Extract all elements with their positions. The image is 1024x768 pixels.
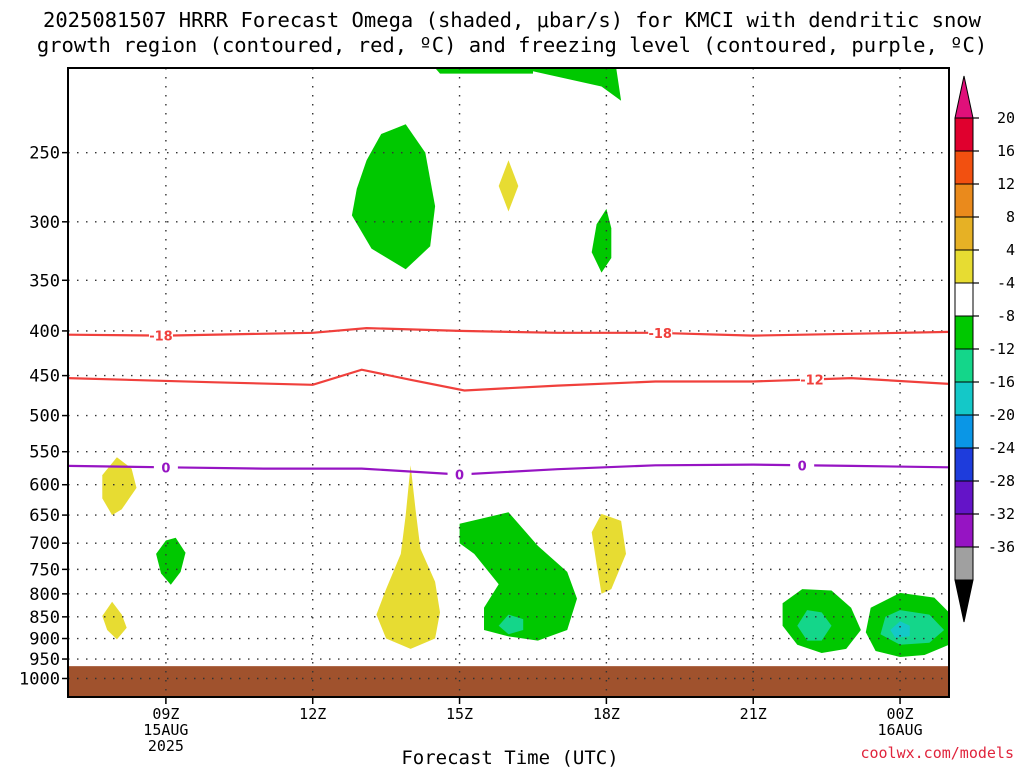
colorbar-segment-13 — [954, 546, 974, 581]
omega-region-12 — [591, 513, 626, 594]
y-tick-label: 350 — [29, 271, 60, 291]
x-tick-label: 15AUG — [143, 721, 188, 739]
y-tick-label: 850 — [29, 608, 60, 628]
contour-label-bg — [148, 327, 173, 344]
x-tick-label: 15Z — [446, 705, 473, 723]
omega-region-5 — [591, 208, 612, 273]
colorbar-top-arrow — [954, 75, 974, 119]
axes: 2503003504004505005506006507007508008509… — [19, 67, 950, 755]
omega-region-9 — [376, 465, 440, 649]
colorbar-label: -36 — [988, 538, 1015, 556]
omega-region-4 — [498, 160, 519, 212]
y-tick-label: 450 — [29, 367, 60, 387]
colorbar-label: -28 — [988, 472, 1015, 490]
y-tick-label: 600 — [29, 476, 60, 496]
y-tick-label: 400 — [29, 322, 60, 342]
contour-label: -18 — [149, 330, 173, 345]
colorbar-segment-10 — [954, 447, 974, 482]
chart-title: 2025081507 HRRR Forecast Omega (shaded, … — [0, 8, 1024, 58]
y-tick-label: 750 — [29, 560, 60, 580]
y-tick-label: 950 — [29, 650, 60, 670]
plot-frame — [67, 67, 950, 698]
contour-line-1 — [68, 368, 949, 392]
ground-layer — [68, 666, 949, 697]
contour-label-bg — [648, 324, 673, 341]
colorbar-label: -8 — [997, 307, 1015, 325]
chart-title-line1: 2025081507 HRRR Forecast Omega (shaded, … — [43, 8, 981, 32]
contour-label: 0 — [798, 459, 807, 474]
x-tick-label: 21Z — [740, 705, 767, 723]
chart-title-line2: growth region (contoured, red, ºC) and f… — [36, 33, 988, 57]
colorbar-label: 20 — [997, 109, 1015, 127]
colorbar-segment-1 — [954, 150, 974, 185]
omega-shading — [102, 60, 949, 657]
colorbar-label: -16 — [988, 373, 1015, 391]
contour-label: 0 — [455, 468, 464, 483]
colorbar: 20 16 12 8 4 -4 -8 -12 -16 -20 -24 -28 -32 -36 — [954, 75, 1015, 623]
omega-region-7 — [156, 537, 186, 585]
y-tick-label: 1000 — [19, 669, 60, 689]
colorbar-label: 4 — [1006, 241, 1015, 259]
contour-label: -12 — [800, 373, 824, 388]
colorbar-segment-7 — [954, 348, 974, 383]
x-axis-label: Forecast Time (UTC) — [401, 747, 618, 768]
omega-region-3 — [351, 124, 436, 270]
y-tick-label: 700 — [29, 534, 60, 554]
y-tick-label: 900 — [29, 630, 60, 650]
colorbar-segment-2 — [954, 183, 974, 218]
colorbar-segment-12 — [954, 513, 974, 548]
colorbar-label: -4 — [997, 274, 1015, 292]
contour-label: -18 — [648, 327, 672, 342]
contour-label-bg — [153, 459, 178, 476]
x-tick-label: 09Z — [152, 705, 179, 723]
omega-region-14 — [797, 610, 832, 641]
colorbar-label: -12 — [988, 340, 1015, 358]
colorbar-segment-8 — [954, 381, 974, 416]
contour-line-2 — [68, 463, 949, 476]
colorbar-label: 8 — [1006, 208, 1015, 226]
y-tick-label: 500 — [29, 407, 60, 427]
colorbar-segment-11 — [954, 480, 974, 515]
omega-region-11 — [498, 614, 524, 635]
colorbar-segment-3 — [954, 216, 974, 251]
contour-label-bg — [790, 457, 815, 474]
omega-region-17 — [890, 621, 910, 638]
y-tick-label: 550 — [29, 443, 60, 463]
omega-region-1 — [440, 60, 533, 68]
source-credit: coolwx.com/models — [860, 744, 1014, 762]
omega-region-0 — [518, 68, 622, 101]
contour-line-0 — [68, 326, 949, 337]
colorbar-label: -32 — [988, 505, 1015, 523]
colorbar-segment-6 — [954, 315, 974, 350]
omega-region-10 — [459, 512, 577, 641]
ground-fill — [68, 666, 949, 697]
colorbar-label: 16 — [997, 142, 1015, 160]
omega-region-8 — [102, 601, 127, 640]
colorbar-label: -24 — [988, 439, 1015, 457]
contour-label-bg — [447, 466, 472, 483]
contour-label-bg — [799, 371, 824, 388]
contour-lines: -18 -18 -12 0 0 0 — [68, 324, 949, 483]
colorbar-segment-9 — [954, 414, 974, 449]
colorbar-label: -20 — [988, 406, 1015, 424]
omega-region-6 — [102, 457, 137, 516]
y-tick-label: 800 — [29, 585, 60, 605]
colorbar-label: 12 — [997, 175, 1015, 193]
contour-label: 0 — [161, 461, 170, 476]
colorbar-bottom-arrow — [954, 579, 974, 623]
x-tick-label: 00Z — [887, 705, 914, 723]
x-tick-label: 12Z — [299, 705, 326, 723]
x-tick-label: 16AUG — [877, 721, 922, 739]
colorbar-segment-0 — [954, 117, 974, 152]
x-tick-label: 18Z — [593, 705, 620, 723]
colorbar-segment-5 — [954, 282, 974, 317]
y-tick-label: 300 — [29, 213, 60, 233]
x-tick-label: 2025 — [148, 737, 184, 755]
y-tick-label: 650 — [29, 506, 60, 526]
y-tick-label: 250 — [29, 144, 60, 164]
colorbar-segment-4 — [954, 249, 974, 284]
